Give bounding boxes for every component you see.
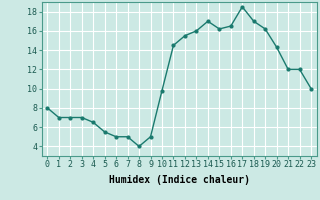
X-axis label: Humidex (Indice chaleur): Humidex (Indice chaleur): [109, 175, 250, 185]
